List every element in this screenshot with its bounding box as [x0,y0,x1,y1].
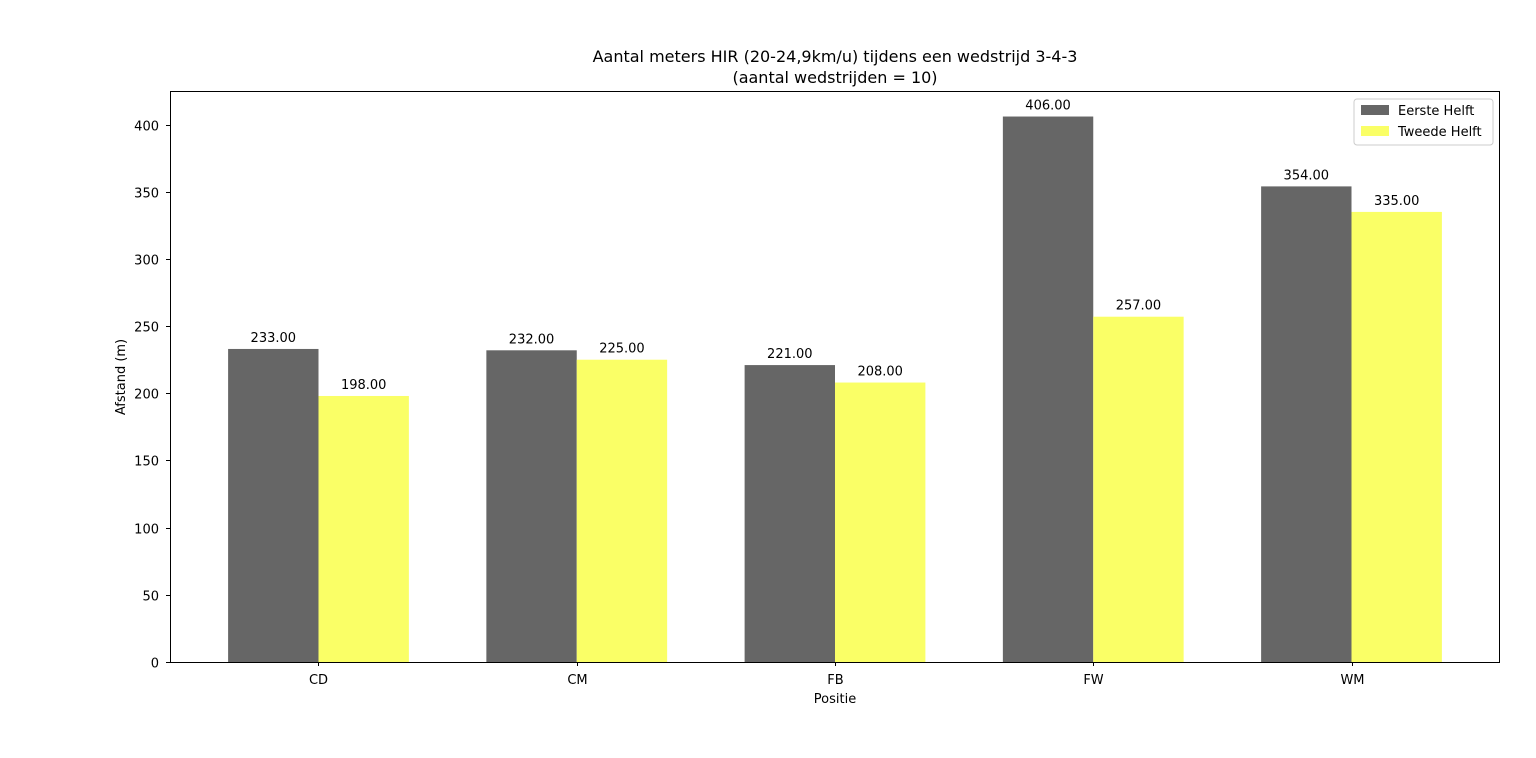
bar-tweede-helft-cd [318,395,409,662]
value-label-eerste-helft-cd: 233.00 [251,331,297,346]
x-tick-label-fb: FB [827,673,843,688]
x-axis: CD CM FB FW WM [309,662,1365,688]
bar-eerste-helft-fb [744,365,835,662]
y-tick-label: 400 [134,120,159,135]
x-tick-label-fw: FW [1083,673,1103,688]
y-tick-label: 300 [134,254,159,269]
value-label-tweede-helft-fb: 208.00 [857,365,903,380]
legend-swatch-eerste-helft [1361,105,1389,115]
y-tick-label: 200 [134,388,159,403]
value-label-tweede-helft-wm: 335.00 [1374,194,1420,209]
y-axis-label: Afstand (m) [114,339,129,415]
bar-eerste-helft-cm [486,350,577,662]
bar-tweede-helft-fb [835,382,926,662]
value-label-tweede-helft-fw: 257.00 [1116,299,1162,314]
y-tick-label: 250 [134,321,159,336]
legend-label-tweede-helft: Tweede Helft [1397,125,1482,140]
x-axis-label: Positie [814,692,856,707]
y-tick-label: 150 [134,455,159,470]
value-label-eerste-helft-wm: 354.00 [1284,168,1330,183]
chart-title-line2: (aantal wedstrijden = 10) [732,68,937,87]
legend-swatch-tweede-helft [1361,126,1389,136]
bar-eerste-helft-wm [1261,186,1352,662]
y-tick-label: 0 [151,657,159,672]
value-label-eerste-helft-cm: 232.00 [509,332,555,347]
y-tick-label: 350 [134,187,159,202]
bars-layer [228,116,1442,663]
bar-tweede-helft-cm [576,359,668,662]
x-tick-label-cm: CM [567,673,587,688]
legend: Eerste Helft Tweede Helft [1353,98,1494,146]
x-tick-label-wm: WM [1340,673,1364,688]
value-label-eerste-helft-fw: 406.00 [1025,99,1071,114]
bar-eerste-helft-fw [1002,116,1094,663]
y-axis: 0 50 100 150 200 250 300 350 400 [134,120,170,672]
bar-tweede-helft-wm [1351,211,1442,662]
value-label-tweede-helft-cm: 225.00 [599,342,645,357]
bar-eerste-helft-cd [228,348,319,662]
y-tick-label: 50 [142,590,159,605]
x-tick-label-cd: CD [309,673,328,688]
bar-tweede-helft-fw [1093,316,1184,662]
value-label-tweede-helft-cd: 198.00 [341,378,387,393]
y-tick-label: 100 [134,523,159,538]
value-label-eerste-helft-fb: 221.00 [767,347,813,362]
legend-label-eerste-helft: Eerste Helft [1398,104,1474,119]
value-labels-layer: 233.00 232.00 221.00 406.00 354.00 198.00 225.… [251,99,1420,393]
chart-title-line1: Aantal meters HIR (20-24,9km/u) tijdens … [593,47,1078,66]
